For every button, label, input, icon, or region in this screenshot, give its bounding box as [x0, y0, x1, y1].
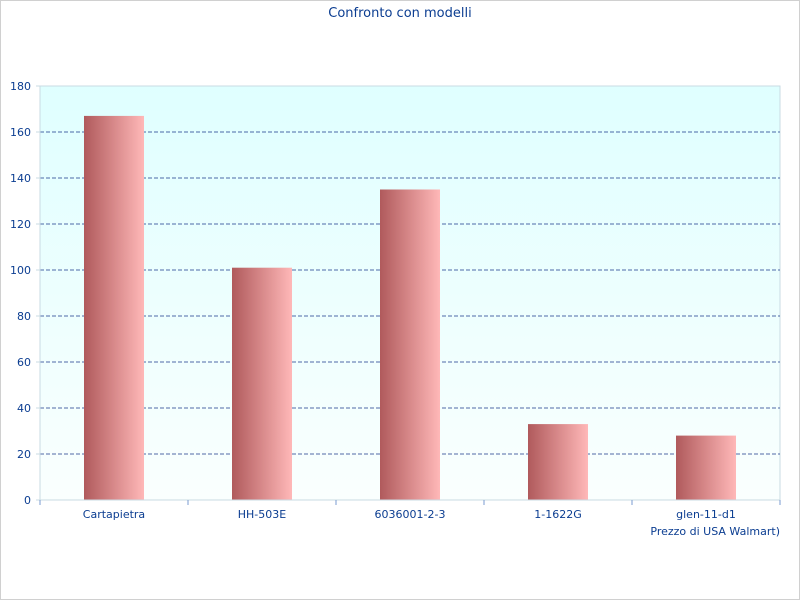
y-tick-label: 140: [10, 172, 31, 185]
x-category-label: HH-503E: [238, 508, 287, 521]
y-tick-label: 40: [17, 402, 31, 415]
y-tick-label: 20: [17, 448, 31, 461]
x-category-label: 1-1622G: [534, 508, 582, 521]
chart-title: Confronto con modelli: [328, 6, 471, 21]
axes: [36, 85, 781, 505]
x-axis-label: Prezzo di USA Walmart): [650, 525, 780, 538]
bars: [84, 115, 736, 501]
x-category-labels: Cartapietra HH-503E 6036001-2-3 1-1622G glen…: [83, 508, 736, 521]
y-tick-label: 180: [10, 80, 31, 93]
bar: [232, 267, 292, 500]
y-tick-label: 80: [17, 310, 31, 323]
bar: [528, 424, 588, 500]
x-category-label: glen-11-d1: [676, 508, 736, 521]
y-tick-label: 0: [24, 494, 31, 507]
x-category-label: Cartapietra: [83, 508, 145, 521]
bar: [676, 435, 736, 500]
bar: [84, 115, 144, 501]
x-category-label: 6036001-2-3: [375, 508, 446, 521]
y-tick-label: 160: [10, 126, 31, 139]
y-tick-label: 60: [17, 356, 31, 369]
y-tick-labels: 0 20 40 60 80 100 120 140 160 180: [10, 80, 31, 507]
bar: [380, 189, 440, 500]
y-tick-label: 120: [10, 218, 31, 231]
y-tick-label: 100: [10, 264, 31, 277]
